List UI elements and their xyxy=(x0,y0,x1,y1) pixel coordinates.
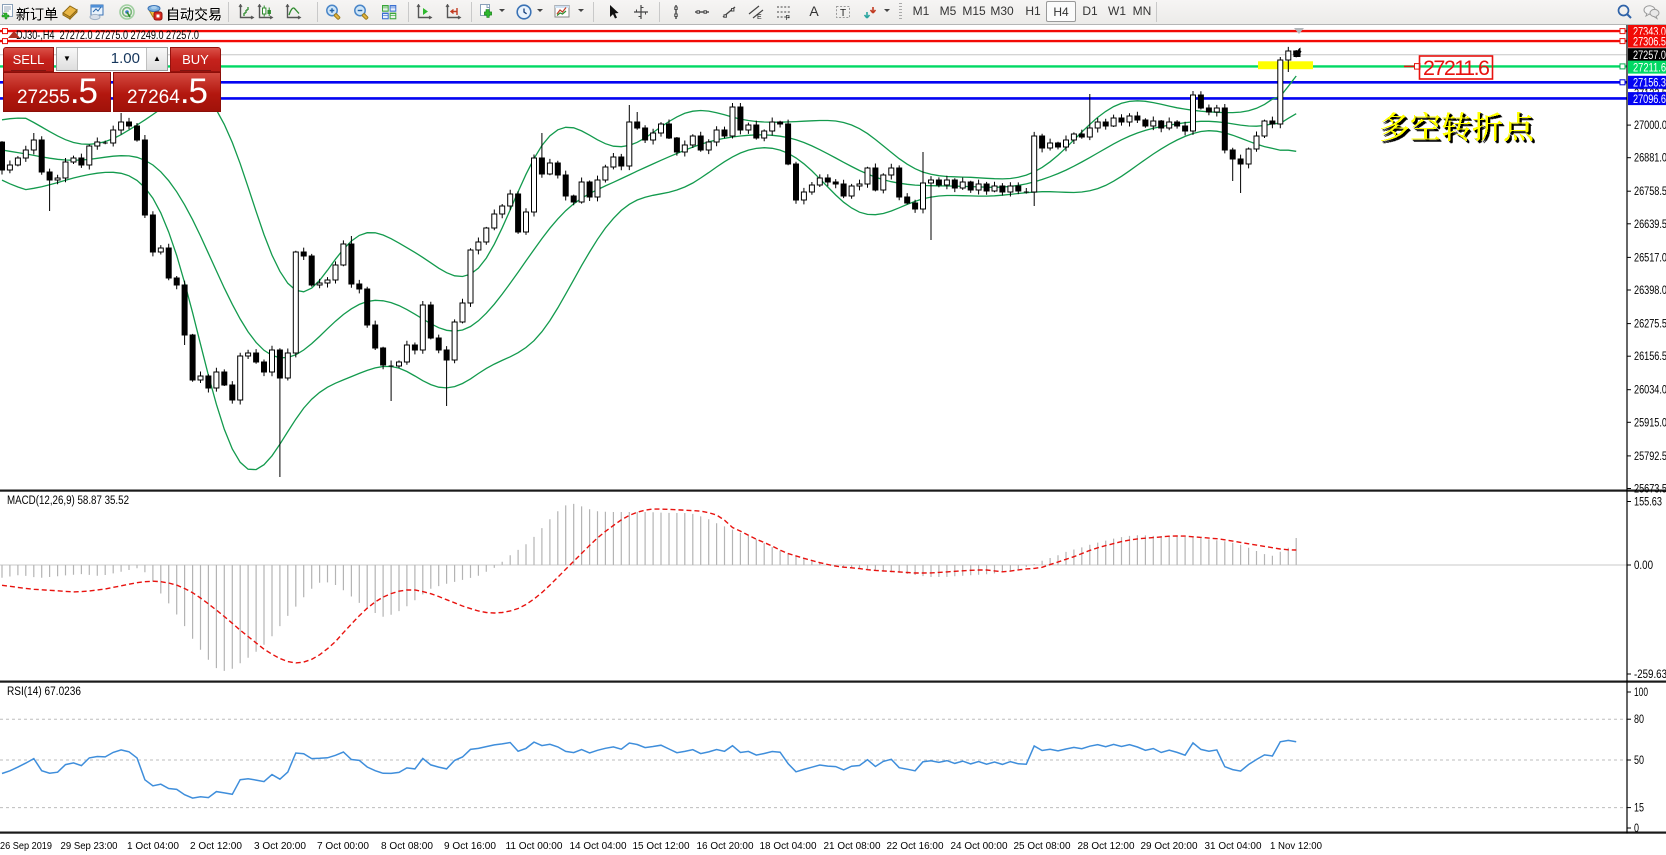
svg-text:25792.5: 25792.5 xyxy=(1634,451,1666,463)
svg-text:26758.5: 26758.5 xyxy=(1634,186,1666,198)
svg-text:RSI(14) 67.0236: RSI(14) 67.0236 xyxy=(7,686,81,698)
svg-text:25915.0: 25915.0 xyxy=(1634,417,1666,429)
svg-text:26034.0: 26034.0 xyxy=(1634,385,1666,397)
svg-text:22 Oct 16:00: 22 Oct 16:00 xyxy=(887,841,944,852)
svg-text:26 Sep 2019: 26 Sep 2019 xyxy=(0,841,52,852)
svg-text:F: F xyxy=(786,15,790,21)
svg-text:100: 100 xyxy=(1634,687,1648,699)
svg-text:31 Oct 04:00: 31 Oct 04:00 xyxy=(1205,841,1262,852)
svg-text:MACD(12,26,9) 58.87 35.52: MACD(12,26,9) 58.87 35.52 xyxy=(7,495,129,507)
svg-text:21 Oct 08:00: 21 Oct 08:00 xyxy=(824,841,881,852)
svg-text:155.63: 155.63 xyxy=(1634,497,1662,509)
svg-text:15 Oct 12:00: 15 Oct 12:00 xyxy=(633,841,690,852)
svg-text:-259.63: -259.63 xyxy=(1634,669,1666,681)
svg-text:26398.0: 26398.0 xyxy=(1634,285,1666,297)
svg-text:1 Nov 12:00: 1 Nov 12:00 xyxy=(1270,841,1322,852)
svg-text:0: 0 xyxy=(1634,823,1639,835)
svg-text:14 Oct 04:00: 14 Oct 04:00 xyxy=(570,841,627,852)
svg-text:27211.6: 27211.6 xyxy=(1633,62,1666,74)
svg-text:3 Oct 20:00: 3 Oct 20:00 xyxy=(254,841,306,852)
svg-text:26156.5: 26156.5 xyxy=(1634,351,1666,363)
svg-text:27156.3: 27156.3 xyxy=(1633,78,1666,90)
svg-text:24 Oct 00:00: 24 Oct 00:00 xyxy=(951,841,1008,852)
svg-text:DJ30-,H4 27272.0 27275.0 2724: DJ30-,H4 27272.0 27275.0 27249.0 27257.0 xyxy=(16,30,199,42)
svg-text:16 Oct 20:00: 16 Oct 20:00 xyxy=(697,841,754,852)
svg-text:27000.0: 27000.0 xyxy=(1634,120,1666,132)
svg-text:0.00: 0.00 xyxy=(1634,560,1653,572)
svg-text:29 Sep 23:00: 29 Sep 23:00 xyxy=(61,841,118,852)
svg-text:26275.5: 26275.5 xyxy=(1634,319,1666,331)
svg-text:27211.6: 27211.6 xyxy=(1423,56,1490,80)
svg-text:T: T xyxy=(840,8,846,19)
svg-text:2 Oct 12:00: 2 Oct 12:00 xyxy=(190,841,242,852)
svg-text:8 Oct 08:00: 8 Oct 08:00 xyxy=(381,841,433,852)
svg-text:11 Oct 00:00: 11 Oct 00:00 xyxy=(506,841,563,852)
svg-text:28 Oct 12:00: 28 Oct 12:00 xyxy=(1078,841,1135,852)
svg-text:26517.0: 26517.0 xyxy=(1634,252,1666,264)
svg-text:50: 50 xyxy=(1634,755,1644,767)
svg-text:15: 15 xyxy=(1634,803,1644,815)
svg-text:1 Oct 04:00: 1 Oct 04:00 xyxy=(127,841,179,852)
svg-text:18 Oct 04:00: 18 Oct 04:00 xyxy=(760,841,817,852)
svg-text:27096.6: 27096.6 xyxy=(1633,94,1666,106)
svg-text:25 Oct 08:00: 25 Oct 08:00 xyxy=(1014,841,1071,852)
svg-text:26639.5: 26639.5 xyxy=(1634,219,1666,231)
svg-text:80: 80 xyxy=(1634,714,1644,726)
svg-text:25673.5: 25673.5 xyxy=(1634,484,1666,496)
svg-text:27257.0: 27257.0 xyxy=(1633,50,1666,62)
svg-text:7 Oct 00:00: 7 Oct 00:00 xyxy=(317,841,369,852)
svg-text:9 Oct 16:00: 9 Oct 16:00 xyxy=(444,841,496,852)
svg-text:26881.0: 26881.0 xyxy=(1634,153,1666,165)
svg-text:E: E xyxy=(757,14,762,21)
svg-text:27306.5: 27306.5 xyxy=(1633,36,1666,48)
svg-text:29 Oct 20:00: 29 Oct 20:00 xyxy=(1141,841,1198,852)
